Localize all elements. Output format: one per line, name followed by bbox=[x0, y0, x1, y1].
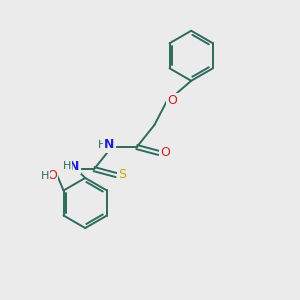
Text: N: N bbox=[69, 160, 79, 173]
Text: S: S bbox=[118, 168, 127, 181]
Text: H: H bbox=[98, 140, 106, 150]
Text: O: O bbox=[168, 94, 178, 107]
Text: H: H bbox=[41, 171, 49, 181]
Text: O: O bbox=[160, 146, 170, 159]
Text: H: H bbox=[63, 161, 71, 171]
Text: N: N bbox=[104, 138, 115, 151]
Text: O: O bbox=[47, 169, 57, 182]
